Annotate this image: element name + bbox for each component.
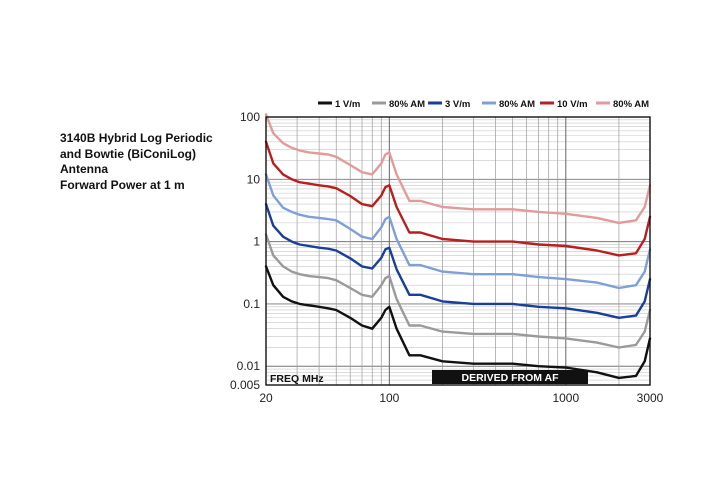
chart-title-line: Antenna bbox=[60, 162, 108, 176]
series-line-6 bbox=[264, 113, 652, 225]
source-tag-background bbox=[432, 370, 588, 384]
series-line-3 bbox=[264, 202, 652, 319]
chart-title-line: Forward Power at 1 m bbox=[60, 177, 185, 192]
chart-title: 3140B Hybrid Log Periodic and Bowtie (Bi… bbox=[60, 131, 250, 193]
chart-title-line: and Bowtie (BiConiLog) bbox=[60, 146, 196, 161]
y-axis: 100 10 1 0.1 0.01 0.005 bbox=[230, 110, 260, 392]
x-axis: 20 100 1000 3000 bbox=[259, 391, 663, 405]
plot-frame bbox=[265, 116, 651, 386]
x-axis-tag: FREQ MHz bbox=[270, 373, 324, 385]
x-tick-label: 1000 bbox=[552, 391, 579, 405]
legend-label: 80% AM bbox=[499, 99, 535, 110]
legend-label: 80% AM bbox=[613, 99, 649, 110]
legend-label: 3 V/m bbox=[445, 99, 470, 110]
y-tick-label: 0.01 bbox=[237, 359, 261, 373]
y-tick-label: 10 bbox=[247, 172, 261, 186]
x-tick-label: 100 bbox=[379, 391, 399, 405]
series-lines bbox=[264, 113, 652, 380]
y-tick-label: 1 bbox=[253, 235, 260, 249]
grid bbox=[266, 116, 650, 386]
legend: 1 V/m 80% AM 3 V/m 80% AM 10 V/m 80% AM bbox=[318, 99, 649, 110]
x-tick-label: 3000 bbox=[637, 391, 664, 405]
annotations: FREQ MHz DERIVED FROM AF bbox=[270, 370, 588, 385]
y-tick-label: 100 bbox=[240, 110, 260, 124]
source-tag: DERIVED FROM AF bbox=[461, 372, 559, 384]
series-line-5 bbox=[264, 140, 652, 257]
series-line-2 bbox=[264, 233, 652, 349]
y-tick-label: 0.1 bbox=[243, 297, 260, 311]
legend-label: 10 V/m bbox=[557, 99, 588, 110]
chart-title-line: 3140B Hybrid Log Periodic bbox=[60, 131, 213, 145]
series-line-4 bbox=[264, 173, 652, 290]
series-line-1 bbox=[264, 265, 652, 380]
y-tick-label: 0.005 bbox=[230, 378, 260, 392]
legend-label: 1 V/m bbox=[335, 99, 360, 110]
x-tick-label: 20 bbox=[259, 391, 273, 405]
legend-label: 80% AM bbox=[389, 99, 425, 110]
